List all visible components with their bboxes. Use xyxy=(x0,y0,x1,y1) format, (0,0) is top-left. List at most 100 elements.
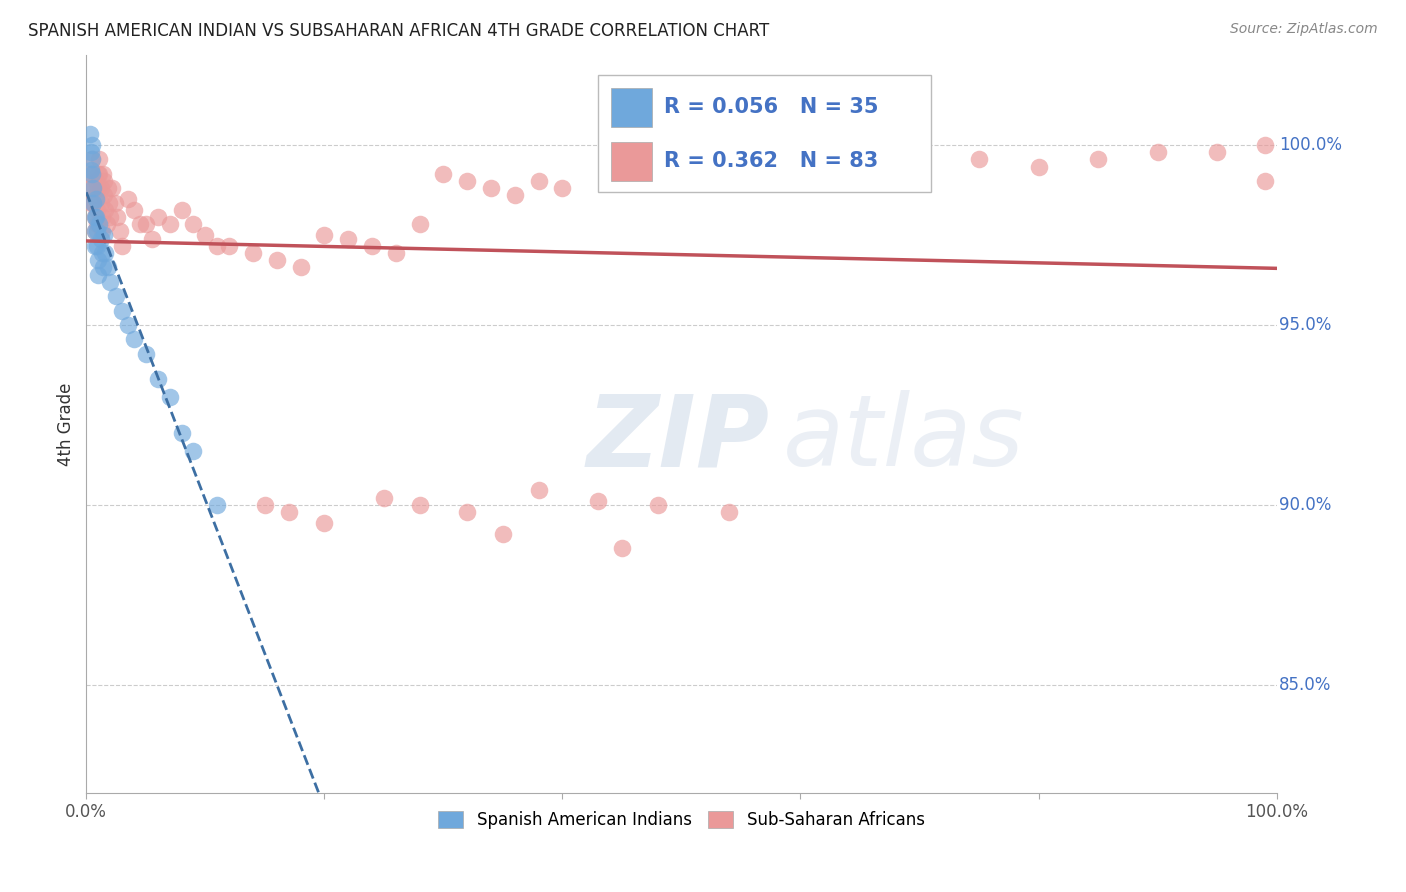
Point xyxy=(91,260,114,275)
Point xyxy=(82,138,104,153)
Point xyxy=(527,174,550,188)
Point xyxy=(408,217,430,231)
Point xyxy=(82,167,104,181)
Point xyxy=(277,505,299,519)
Text: 90.0%: 90.0% xyxy=(1279,496,1331,514)
Text: 100.0%: 100.0% xyxy=(1279,136,1341,154)
Point xyxy=(80,163,103,178)
Point xyxy=(141,232,163,246)
Point xyxy=(90,246,112,260)
Point xyxy=(84,210,107,224)
Point xyxy=(479,181,502,195)
Point xyxy=(849,167,872,181)
Point xyxy=(82,153,104,167)
Point xyxy=(79,167,101,181)
Point xyxy=(492,526,515,541)
Point xyxy=(146,372,169,386)
Point xyxy=(432,167,454,181)
Point xyxy=(82,181,104,195)
Point xyxy=(647,498,669,512)
Point xyxy=(87,167,110,181)
Text: R = 0.362   N = 83: R = 0.362 N = 83 xyxy=(664,151,877,170)
Point xyxy=(82,195,104,210)
Point xyxy=(82,167,104,181)
Point xyxy=(205,239,228,253)
Point xyxy=(1087,153,1109,167)
Point xyxy=(135,347,157,361)
Point xyxy=(90,181,112,195)
Text: Source: ZipAtlas.com: Source: ZipAtlas.com xyxy=(1230,22,1378,37)
Point xyxy=(503,188,526,202)
Text: 95.0%: 95.0% xyxy=(1279,316,1331,334)
Point xyxy=(128,217,150,231)
Point xyxy=(337,232,360,246)
Text: SPANISH AMERICAN INDIAN VS SUBSAHARAN AFRICAN 4TH GRADE CORRELATION CHART: SPANISH AMERICAN INDIAN VS SUBSAHARAN AF… xyxy=(28,22,769,40)
Point xyxy=(718,505,741,519)
Point xyxy=(82,195,104,210)
Point xyxy=(93,227,115,242)
Point xyxy=(159,217,181,231)
Text: 85.0%: 85.0% xyxy=(1279,676,1331,694)
Point xyxy=(314,227,336,242)
Point xyxy=(384,246,406,260)
Point xyxy=(456,174,478,188)
Point xyxy=(122,332,145,346)
Point xyxy=(90,210,112,224)
Point xyxy=(82,153,104,167)
Point xyxy=(361,239,384,253)
FancyBboxPatch shape xyxy=(612,142,652,180)
Point xyxy=(86,239,108,253)
Point xyxy=(90,195,112,210)
Point xyxy=(218,239,240,253)
Point xyxy=(967,153,990,167)
Point xyxy=(290,260,312,275)
Point xyxy=(87,253,110,268)
FancyBboxPatch shape xyxy=(598,75,931,192)
Point xyxy=(96,217,118,231)
Point xyxy=(94,202,117,217)
Point xyxy=(84,188,107,202)
Text: atlas: atlas xyxy=(783,390,1024,487)
Point xyxy=(90,232,112,246)
Point xyxy=(135,217,157,231)
Point xyxy=(1028,160,1050,174)
Point xyxy=(314,516,336,530)
Point xyxy=(87,181,110,195)
Point xyxy=(86,224,108,238)
Point xyxy=(1206,145,1229,160)
Y-axis label: 4th Grade: 4th Grade xyxy=(58,382,75,466)
Point xyxy=(146,210,169,224)
Point xyxy=(80,181,103,195)
Point xyxy=(671,167,693,181)
Point xyxy=(98,275,121,289)
Point xyxy=(84,192,107,206)
Point xyxy=(117,192,139,206)
Point xyxy=(183,443,205,458)
Point xyxy=(82,181,104,195)
Point xyxy=(83,224,105,238)
Point xyxy=(551,181,574,195)
Point xyxy=(408,498,430,512)
Point xyxy=(104,195,127,210)
Point xyxy=(527,483,550,498)
Point xyxy=(83,224,105,238)
Point xyxy=(89,217,111,231)
Point xyxy=(610,541,633,555)
Point xyxy=(101,181,124,195)
Point xyxy=(79,128,101,142)
Point xyxy=(87,268,110,282)
Point xyxy=(98,210,121,224)
Point xyxy=(86,217,108,231)
Point xyxy=(253,498,276,512)
Point xyxy=(97,181,120,195)
Point xyxy=(94,246,117,260)
Point xyxy=(89,153,111,167)
Point xyxy=(111,303,134,318)
Point xyxy=(789,160,811,174)
Point xyxy=(373,491,395,505)
Text: R = 0.056   N = 35: R = 0.056 N = 35 xyxy=(664,96,879,117)
Point xyxy=(170,202,193,217)
Point xyxy=(266,253,288,268)
FancyBboxPatch shape xyxy=(612,88,652,127)
Point xyxy=(170,425,193,440)
